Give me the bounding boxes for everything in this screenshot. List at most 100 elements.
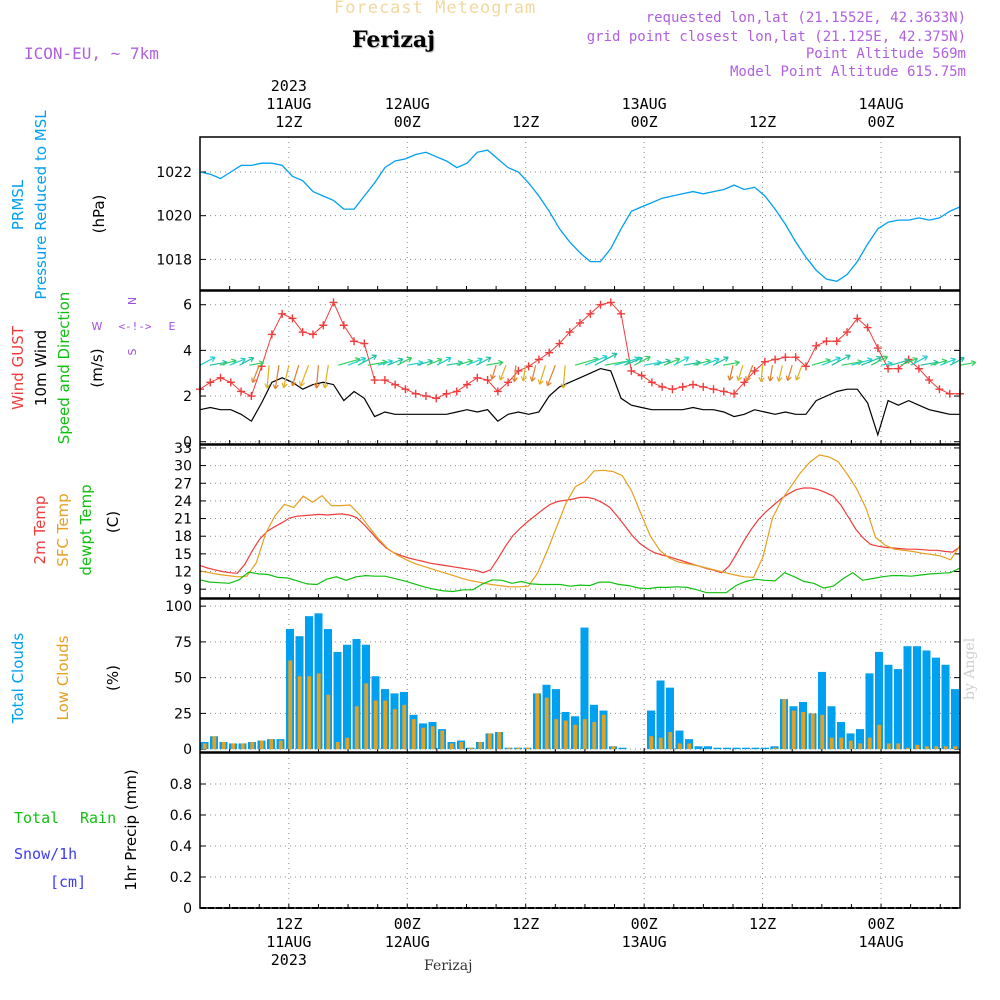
wind-gust-point	[668, 385, 677, 394]
wind-arrow	[407, 361, 424, 366]
total-cloud-bar	[922, 650, 931, 750]
wind-arrow-head	[371, 354, 377, 360]
wind-arrow	[315, 365, 320, 389]
low-cloud-bar	[677, 743, 682, 750]
total-clouds-label: Total Clouds	[9, 633, 27, 725]
wind-gust-point	[555, 339, 564, 348]
total-cloud-bar	[856, 729, 864, 750]
wind-gust-point	[442, 389, 451, 398]
temp-2m-line	[199, 487, 961, 574]
wind-panel: 0 2 4 6	[183, 291, 960, 451]
wind-gust-point	[576, 318, 584, 327]
wind-arrow	[397, 357, 412, 366]
wind-arrow-head	[281, 382, 288, 389]
pressure-line	[199, 149, 961, 282]
time-label-top: 00Z	[631, 113, 658, 131]
wind-arrow	[436, 357, 452, 366]
wind-gust-point	[637, 371, 646, 380]
wind-gust-point	[483, 376, 492, 385]
wind-gust-point	[894, 364, 903, 373]
y-tick-label: 0	[183, 901, 192, 917]
low-cloud-bar	[354, 706, 359, 750]
wind-arrow-head	[674, 357, 681, 364]
low-cloud-bar	[259, 740, 264, 750]
wind-arrow	[778, 365, 783, 382]
wind-gust-point	[730, 389, 739, 398]
wind-arrow-head	[794, 375, 801, 381]
wind-arrow	[663, 358, 680, 366]
total-cloud-bar	[903, 646, 912, 750]
time-label-bottom: 11AUG	[266, 933, 311, 951]
wind-gust-point	[308, 330, 317, 339]
wind-arrow	[910, 355, 928, 366]
total-cloud-bar	[865, 673, 874, 750]
precip-frame	[199, 752, 961, 909]
wind-gust-point	[688, 380, 697, 389]
wind-arrow	[940, 358, 956, 366]
y-tick-label: 0.6	[170, 808, 192, 824]
wind-arrow-head	[645, 355, 651, 362]
total-cloud-bar	[875, 651, 883, 750]
compass-s: S	[126, 348, 139, 355]
wind-gust-point	[606, 298, 615, 307]
compass-w: W	[92, 320, 103, 333]
wind-arrow	[760, 365, 764, 382]
wind-arrow	[584, 355, 608, 366]
wind-arrow	[624, 357, 643, 366]
low-cloud-bar	[468, 747, 473, 750]
wind-arrow	[299, 365, 310, 387]
requested-coords: requested lon,lat (21.1552E, 42.3633N)	[645, 10, 966, 26]
wind-arrow	[870, 356, 888, 366]
low-cloud-bar	[240, 743, 245, 750]
wind-arrow-head	[251, 377, 257, 383]
low-cloud-bar	[231, 743, 236, 750]
total-cloud-bar	[324, 629, 332, 750]
low-cloud-bar	[250, 741, 255, 750]
low-cloud-bar	[364, 683, 369, 750]
wind-gust-point	[750, 366, 759, 375]
wind-arrow	[199, 356, 216, 366]
y-tick-label: 75	[174, 635, 192, 651]
wind-arrow	[821, 357, 841, 366]
compass-n: N	[126, 297, 139, 305]
wind-arrow-head	[397, 357, 404, 364]
wind-arrow-head	[767, 376, 774, 382]
low-cloud-bar	[896, 743, 901, 750]
total-cloud-bar	[884, 664, 893, 750]
low-cloud-bar	[905, 747, 910, 750]
wind-gust-point	[350, 337, 359, 346]
pressure-panel: 1018 1020 1022	[156, 137, 960, 290]
wind-dir-label: Speed and Direction	[55, 292, 73, 445]
wind-arrow	[746, 365, 754, 382]
wind-arrow-head	[529, 376, 536, 382]
wind-arrow-head	[723, 356, 729, 362]
low-cloud-bar	[506, 747, 511, 750]
low-cloud-bar	[829, 737, 834, 750]
wind-arrow-head	[545, 380, 552, 387]
y-tick-label: 27	[174, 476, 192, 492]
wind-gust-point	[288, 314, 297, 323]
wind-gust-point	[658, 382, 667, 391]
wind-arrow	[229, 358, 246, 366]
wind-arrow	[252, 365, 260, 383]
low-cloud-bar	[440, 730, 445, 750]
wind-gust-point	[267, 330, 276, 339]
low-cloud-bar	[212, 736, 217, 750]
total-cloud-bar	[704, 746, 712, 750]
wind-arrow-head	[683, 356, 690, 362]
wind-arrow-head	[290, 380, 297, 387]
wind-gust-point	[370, 376, 379, 385]
low-cloud-bar	[582, 719, 587, 750]
low-cloud-bar	[554, 719, 559, 750]
wind-arrow	[546, 365, 556, 386]
precip-total-label: Total	[14, 809, 59, 827]
wind-arrow	[338, 358, 360, 366]
low-cloud-bar	[430, 726, 435, 750]
wind-arrow	[949, 357, 965, 366]
model-name: ICON-EU, ~ 7km	[24, 44, 159, 63]
low-cloud-bar	[449, 743, 454, 750]
wind-arrow	[683, 361, 701, 366]
wind-arrow-head	[727, 375, 734, 381]
wind-arrow	[539, 365, 547, 385]
low-cloud-bar	[934, 746, 939, 750]
